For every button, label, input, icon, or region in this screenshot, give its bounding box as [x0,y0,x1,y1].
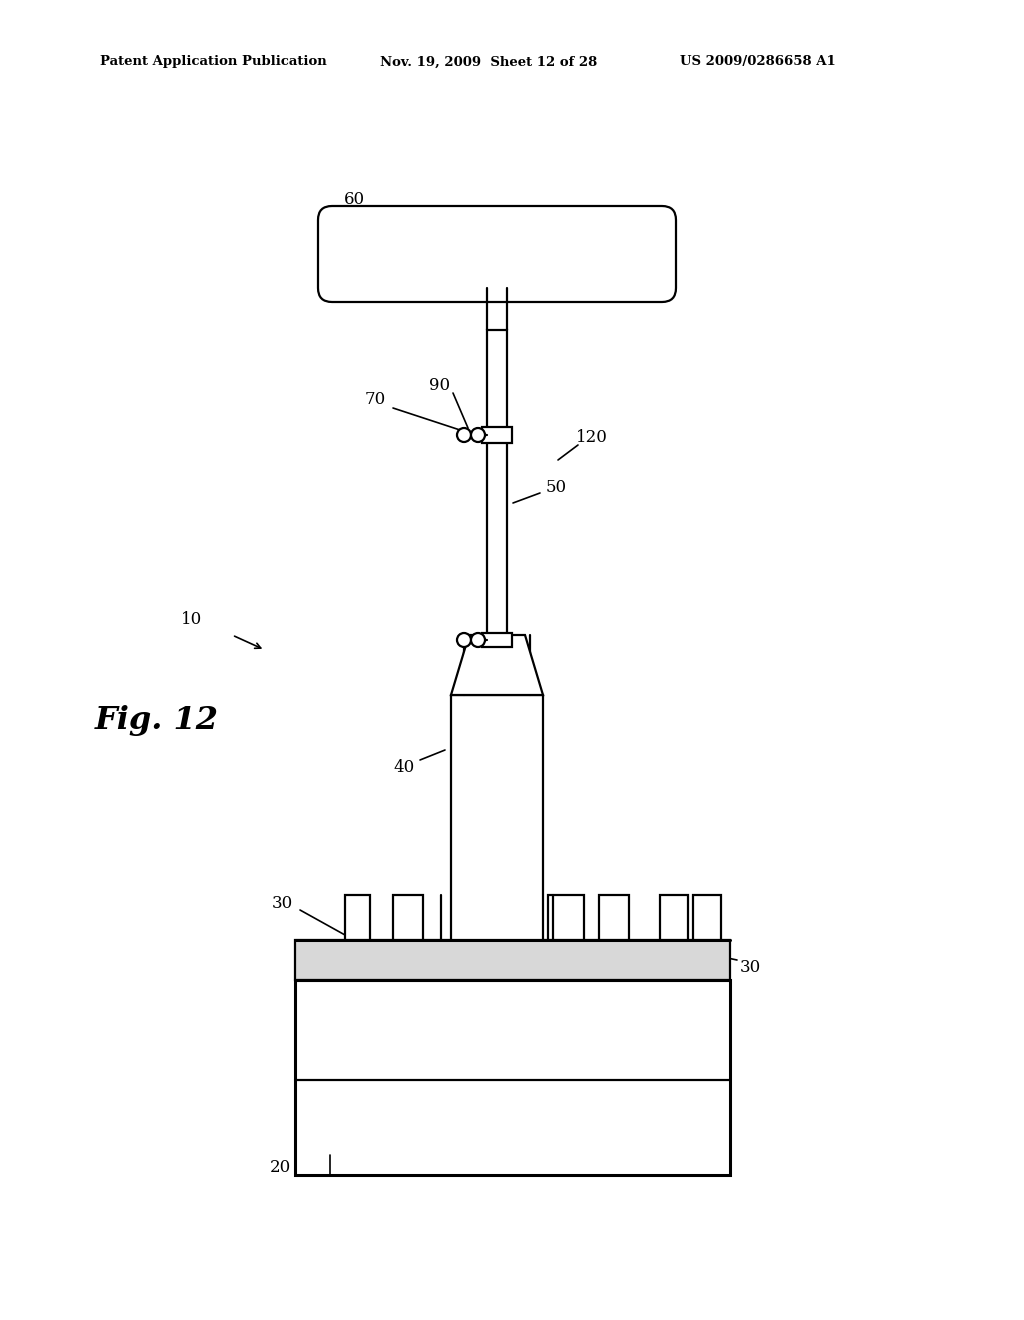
Text: US 2009/0286658 A1: US 2009/0286658 A1 [680,55,836,69]
FancyBboxPatch shape [318,206,676,302]
Bar [451,696,543,940]
Bar [345,895,370,940]
Bar [548,895,584,940]
Text: 60: 60 [343,190,365,207]
Text: 120: 120 [577,429,608,446]
Text: 30: 30 [739,960,761,977]
Bar [482,426,512,444]
Bar [487,330,507,635]
Text: 30: 30 [271,895,293,912]
Text: 20: 20 [269,1159,291,1176]
Circle shape [457,428,471,442]
Bar [599,895,629,940]
Text: 90: 90 [429,376,451,393]
Circle shape [471,428,485,442]
Text: Nov. 19, 2009  Sheet 12 of 28: Nov. 19, 2009 Sheet 12 of 28 [380,55,597,69]
Text: 10: 10 [181,611,203,628]
Circle shape [457,634,471,647]
Polygon shape [451,635,543,696]
Circle shape [471,634,485,647]
Bar [295,979,730,1175]
Bar [693,895,721,940]
Bar [452,895,542,940]
Bar [393,895,423,940]
Text: 50: 50 [546,479,566,496]
Text: 70: 70 [365,392,386,408]
Text: Fig. 12: Fig. 12 [95,705,219,735]
Bar [295,940,730,979]
Text: Patent Application Publication: Patent Application Publication [100,55,327,69]
Bar [660,895,688,940]
Text: 40: 40 [393,759,415,776]
Bar [482,634,512,647]
